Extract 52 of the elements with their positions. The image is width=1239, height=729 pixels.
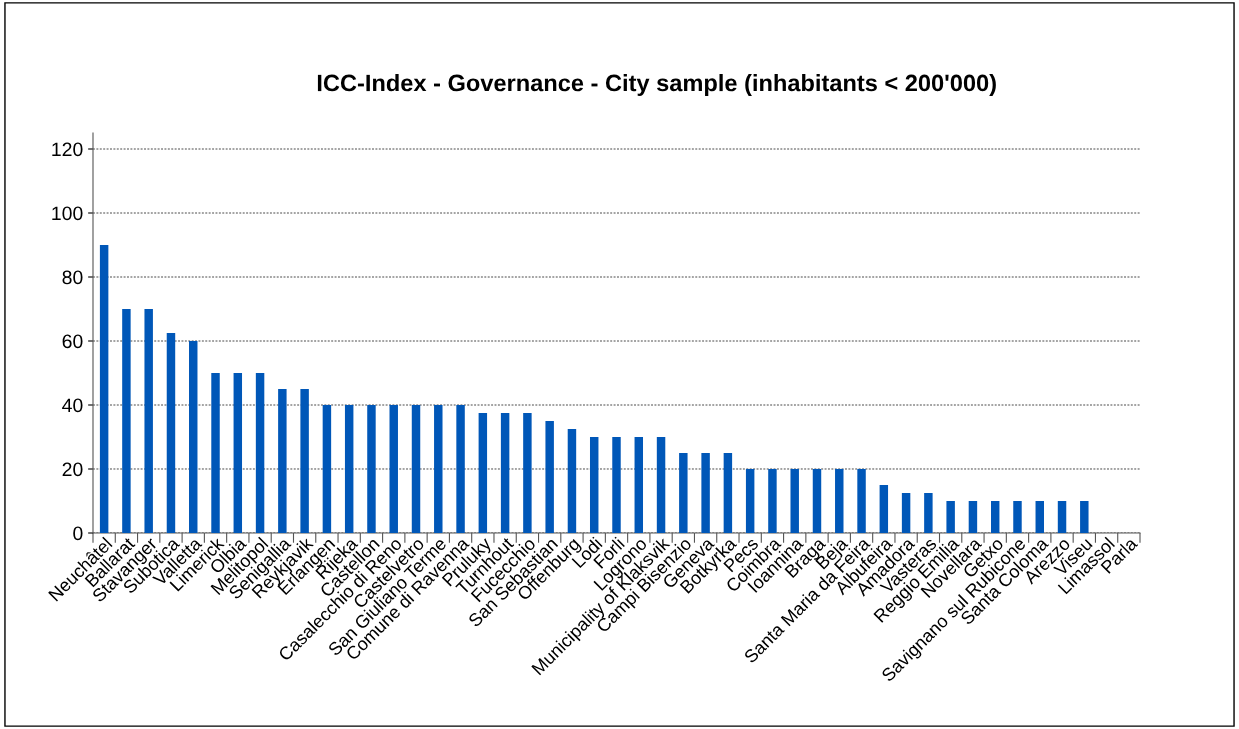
bar xyxy=(478,413,488,533)
bar xyxy=(233,373,243,533)
bar xyxy=(612,437,621,533)
bar xyxy=(189,341,198,533)
bar xyxy=(523,413,532,533)
bar xyxy=(835,469,844,533)
y-tick-label: 20 xyxy=(62,462,83,477)
bar xyxy=(768,469,777,533)
bar xyxy=(211,373,220,533)
y-tick-label: 100 xyxy=(52,206,83,221)
y-tick-label: 40 xyxy=(62,398,83,413)
bar xyxy=(924,493,933,533)
bar xyxy=(255,373,265,533)
bar xyxy=(723,453,733,533)
bar xyxy=(99,245,109,533)
bar xyxy=(300,389,309,533)
y-tick-label: 120 xyxy=(52,142,83,157)
bar xyxy=(879,485,889,533)
y-tick-label: 60 xyxy=(62,334,83,349)
bar xyxy=(745,469,755,533)
bar xyxy=(790,469,799,533)
bar xyxy=(589,437,599,533)
chart-title: ICC-Index - Governance - City sample (inhabitants < 200'000) xyxy=(317,74,996,96)
bar xyxy=(545,421,554,533)
bar xyxy=(144,309,153,533)
bar xyxy=(812,469,822,533)
bar xyxy=(434,405,443,533)
bar xyxy=(1080,501,1089,533)
bar xyxy=(634,437,644,533)
bar xyxy=(411,405,421,533)
bar xyxy=(1035,501,1044,533)
bar xyxy=(122,309,131,533)
bar xyxy=(1057,501,1067,533)
bar xyxy=(389,405,398,533)
bar xyxy=(990,501,1000,533)
bar xyxy=(322,405,332,533)
bar xyxy=(968,501,978,533)
bar xyxy=(456,405,465,533)
bar xyxy=(901,493,911,533)
bar xyxy=(367,405,376,533)
bar xyxy=(656,437,666,533)
bar xyxy=(567,429,577,533)
bar xyxy=(1013,501,1022,533)
y-tick-label: 80 xyxy=(62,270,83,285)
bar xyxy=(500,413,510,533)
bar xyxy=(857,469,866,533)
bar xyxy=(679,453,688,533)
bar xyxy=(701,453,710,533)
bar xyxy=(166,333,176,533)
bar xyxy=(946,501,955,533)
bar xyxy=(278,389,287,533)
bar xyxy=(344,405,354,533)
